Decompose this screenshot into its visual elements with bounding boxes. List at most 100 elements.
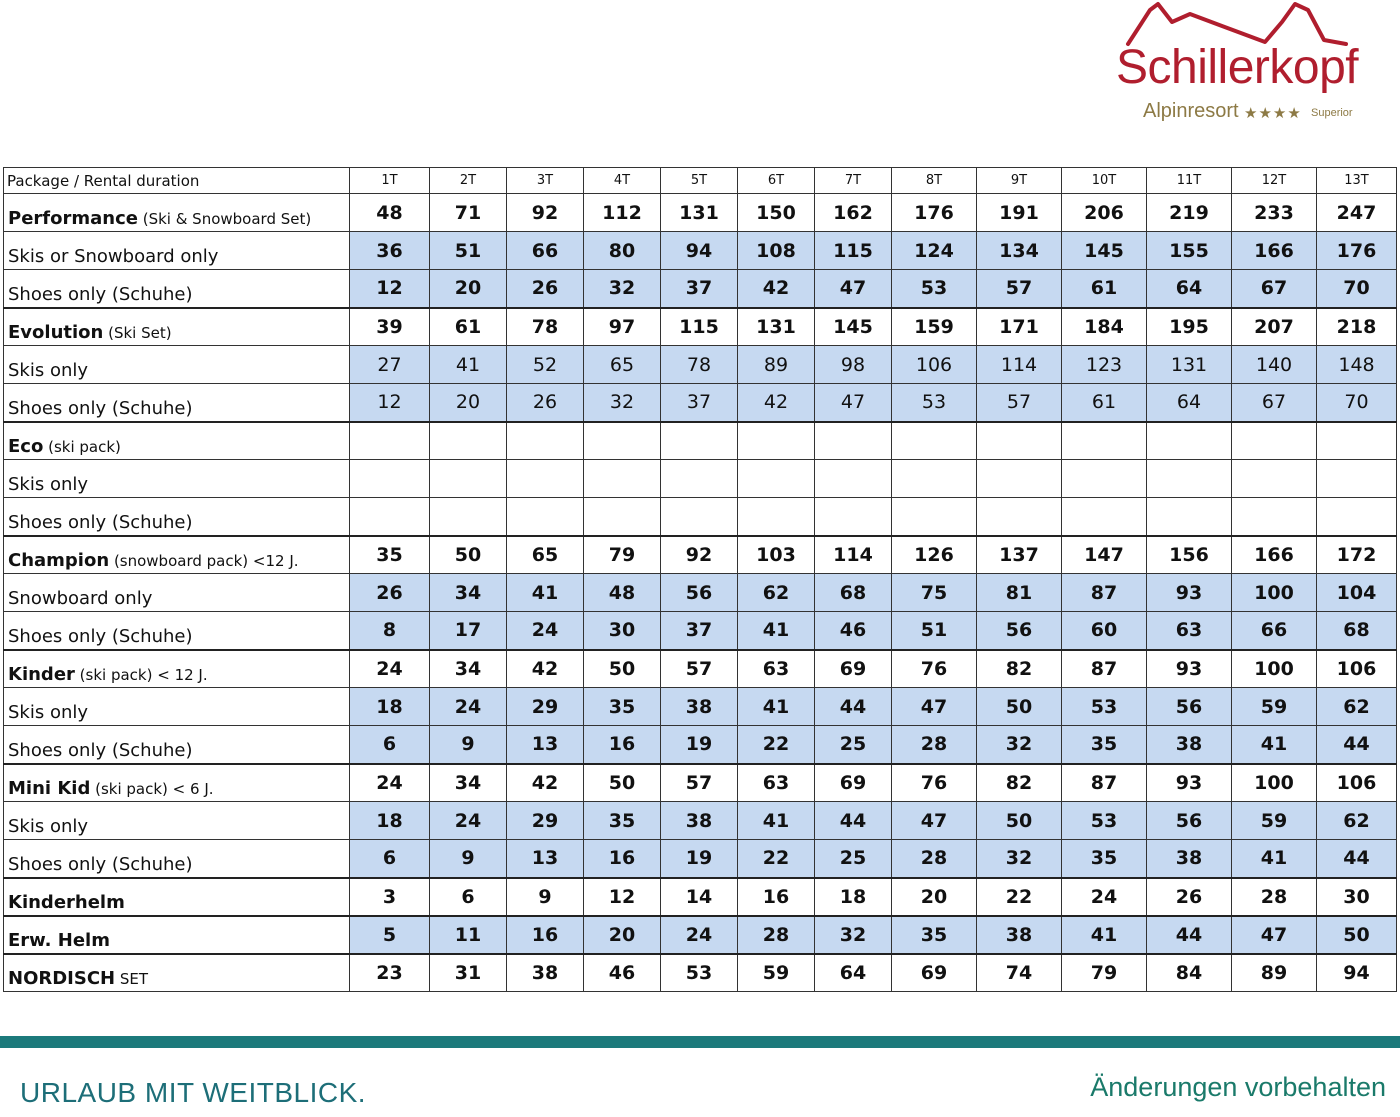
price-cell-13t: 62 [1316, 687, 1397, 726]
table-row: Evolution (Ski Set) 39 61 78 97 115 131 145 159 1… [3, 307, 1397, 346]
price-cell-13t [1316, 459, 1397, 498]
price-cell-4t [583, 497, 661, 537]
price-cell-8t: 176 [891, 193, 977, 232]
price-cell-5t: 131 [660, 193, 738, 232]
price-cell-1t: 39 [349, 307, 430, 346]
price-cell-1t: 27 [349, 345, 430, 384]
price-cell-1t: 6 [349, 725, 430, 765]
price-cell-9t [976, 421, 1062, 460]
price-cell-3t: 26 [506, 383, 584, 423]
row-package-label: Shoes only (Schuhe) [3, 269, 350, 309]
price-cell-10t: 53 [1061, 801, 1147, 840]
row-package-label: Eco (ski pack) [3, 421, 350, 460]
price-cell-11t: 93 [1146, 763, 1232, 802]
header-duration-13t: 13T [1316, 167, 1397, 194]
row-package-label: Skis or Snowboard only [3, 231, 350, 270]
price-cell-5t: 57 [660, 763, 738, 802]
price-cell-13t: 94 [1316, 953, 1397, 992]
price-cell-11t: 56 [1146, 801, 1232, 840]
package-name: Performance [8, 208, 138, 229]
price-cell-1t: 18 [349, 801, 430, 840]
price-cell-11t: 84 [1146, 953, 1232, 992]
package-detail: (ski pack) [43, 438, 121, 456]
price-cell-12t: 100 [1231, 573, 1317, 612]
table-row: Shoes only (Schuhe) 6 9 13 16 19 22 25 28 32 35 38 4… [3, 839, 1397, 879]
price-cell-1t: 5 [349, 915, 430, 955]
price-cell-7t: 98 [814, 345, 892, 384]
price-cell-12t [1231, 421, 1317, 460]
price-cell-11t [1146, 421, 1232, 460]
price-cell-10t: 24 [1061, 877, 1147, 917]
price-cell-10t [1061, 497, 1147, 537]
price-cell-9t: 82 [976, 649, 1062, 688]
price-cell-2t: 41 [429, 345, 507, 384]
row-package-label: Skis only [3, 687, 350, 726]
package-name: Evolution [8, 322, 104, 343]
price-cell-2t: 34 [429, 573, 507, 612]
price-cell-1t: 3 [349, 877, 430, 917]
price-cell-7t: 115 [814, 231, 892, 270]
logo-name: Schillerkopf [1116, 41, 1359, 94]
price-cell-10t: 87 [1061, 763, 1147, 802]
price-cell-11t: 156 [1146, 535, 1232, 574]
price-cell-7t: 18 [814, 877, 892, 917]
price-cell-6t [737, 459, 815, 498]
price-cell-11t: 38 [1146, 839, 1232, 879]
price-cell-2t: 20 [429, 269, 507, 309]
price-cell-4t: 20 [583, 915, 661, 955]
price-cell-10t: 123 [1061, 345, 1147, 384]
price-cell-2t: 17 [429, 611, 507, 651]
price-cell-2t: 24 [429, 801, 507, 840]
price-cell-8t: 69 [891, 953, 977, 992]
price-cell-1t [349, 497, 430, 537]
package-detail: SET [115, 970, 149, 988]
price-cell-4t: 97 [583, 307, 661, 346]
header-duration-7t: 7T [814, 167, 892, 194]
price-cell-11t [1146, 459, 1232, 498]
price-cell-6t: 89 [737, 345, 815, 384]
price-cell-9t: 38 [976, 915, 1062, 955]
header-duration-6t: 6T [737, 167, 815, 194]
package-name: Snowboard only [8, 588, 153, 609]
price-cell-9t [976, 497, 1062, 537]
price-cell-13t: 44 [1316, 725, 1397, 765]
package-name: Shoes only (Schuhe) [8, 625, 193, 647]
price-cell-3t: 29 [506, 687, 584, 726]
package-name: Skis only [8, 816, 89, 837]
price-cell-7t: 25 [814, 839, 892, 879]
table-row: Kinder (ski pack) < 12 J. 24 34 42 50 57 63 69 7… [3, 649, 1397, 688]
price-cell-8t: 159 [891, 307, 977, 346]
price-cell-9t: 134 [976, 231, 1062, 270]
price-cell-7t: 69 [814, 649, 892, 688]
price-cell-6t: 41 [737, 687, 815, 726]
price-cell-5t: 37 [660, 383, 738, 423]
price-cell-2t: 50 [429, 535, 507, 574]
price-cell-2t: 31 [429, 953, 507, 992]
price-cell-8t: 126 [891, 535, 977, 574]
price-cell-2t: 34 [429, 763, 507, 802]
price-cell-13t: 30 [1316, 877, 1397, 917]
row-package-label: Mini Kid (ski pack) < 6 J. [3, 763, 350, 802]
price-cell-12t: 100 [1231, 649, 1317, 688]
price-cell-13t: 62 [1316, 801, 1397, 840]
price-cell-5t: 94 [660, 231, 738, 270]
price-cell-10t: 53 [1061, 687, 1147, 726]
price-cell-4t: 16 [583, 839, 661, 879]
price-cell-11t: 219 [1146, 193, 1232, 232]
package-name: Kinder [8, 664, 75, 685]
price-cell-10t: 35 [1061, 839, 1147, 879]
price-cell-9t [976, 459, 1062, 498]
table-row: Shoes only (Schuhe) 6 9 13 16 19 22 25 28 32 35 38 4… [3, 725, 1397, 765]
price-cell-10t: 60 [1061, 611, 1147, 651]
package-name: Shoes only (Schuhe) [8, 397, 193, 419]
price-cell-13t: 50 [1316, 915, 1397, 955]
footer-slogan: URLAUB MIT WEITBLICK. [20, 1077, 367, 1108]
table-row: Shoes only (Schuhe) 12 20 26 32 37 42 47 53 57 61 6… [3, 269, 1397, 309]
price-cell-9t: 32 [976, 839, 1062, 879]
price-cell-3t: 9 [506, 877, 584, 917]
package-name: Kinderhelm [8, 891, 125, 913]
price-cell-7t: 47 [814, 269, 892, 309]
package-name: Shoes only (Schuhe) [8, 853, 193, 875]
price-cell-2t: 51 [429, 231, 507, 270]
price-cell-2t: 6 [429, 877, 507, 917]
